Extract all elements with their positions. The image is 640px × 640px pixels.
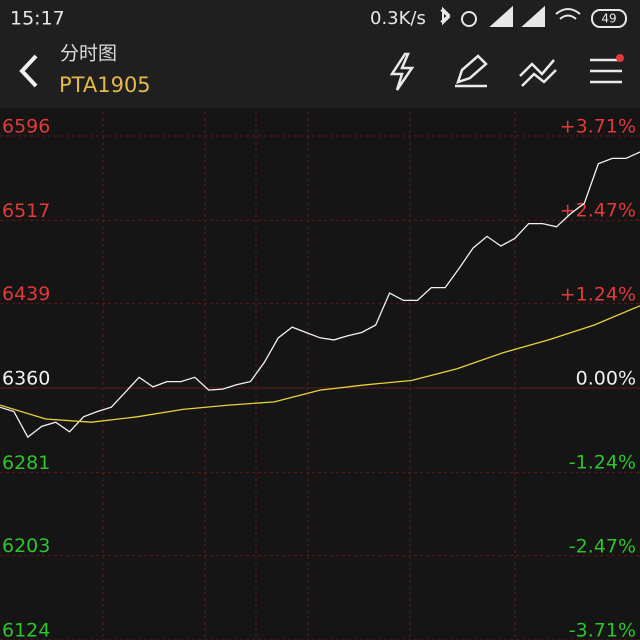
y-tick-label: 6281 [2,452,50,474]
y2-tick-label: -2.47% [569,535,636,557]
toolbar [389,52,622,91]
status-time: 15:17 [10,8,65,30]
y2-tick-label: -3.71% [569,620,636,640]
series-line [0,151,640,439]
y2-tick-label: +2.47% [560,200,636,222]
back-button[interactable] [19,54,38,88]
page-title: 分时图 [60,43,117,65]
status-icons [440,5,627,28]
flash-button[interactable] [389,52,415,91]
y-tick-label: 6124 [2,620,50,640]
status-speed: 0.3K/s [370,8,426,29]
y2-tick-label: 0.00% [576,368,636,390]
symbol: PTA1905 [59,73,151,97]
series-line [0,305,640,423]
y-tick-label: 6596 [2,116,50,138]
y2-tick-label: +1.24% [560,283,636,305]
y-tick-label: 6360 [2,368,50,390]
indicator-button[interactable] [519,59,557,87]
draw-button[interactable] [455,54,488,88]
menu-button[interactable] [590,58,622,84]
y-tick-label: 6203 [2,535,50,557]
battery-level: 49 [601,12,616,26]
vertical-grid [102,112,516,640]
y-tick-label: 6439 [2,283,50,305]
y2-tick-label: +3.71% [560,116,636,138]
y-tick-label: 6517 [2,200,50,222]
notification-dot [616,54,624,62]
y2-tick-label: -1.24% [569,452,636,474]
